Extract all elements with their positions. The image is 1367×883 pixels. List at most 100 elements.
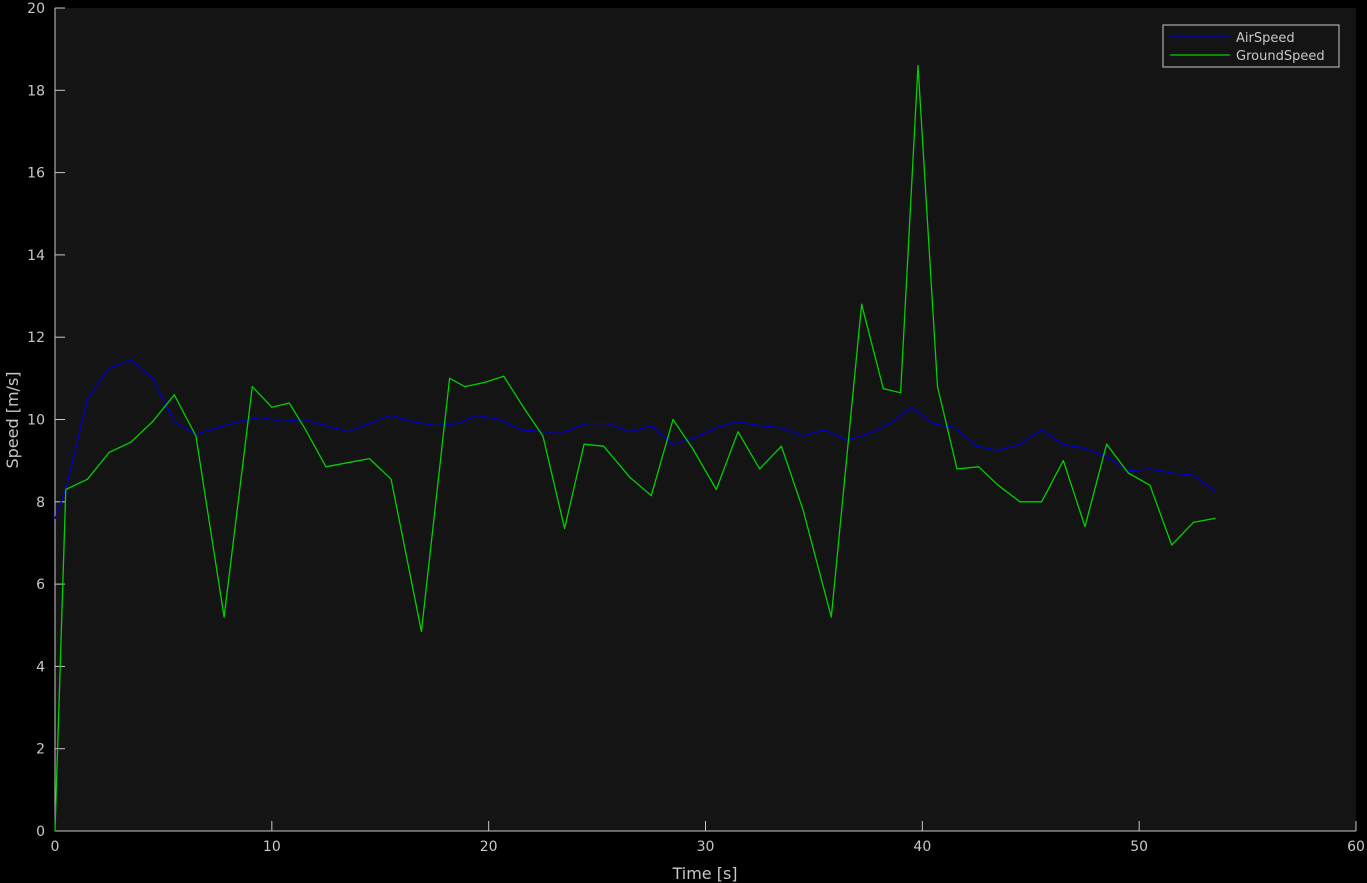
data-point-groundspeed — [956, 468, 958, 470]
data-point-airspeed — [130, 359, 132, 361]
data-point-groundspeed — [347, 462, 349, 464]
x-axis-label: Time [s] — [671, 864, 737, 883]
data-point-airspeed — [368, 423, 370, 425]
data-point-airspeed — [867, 433, 869, 435]
x-tick-label: 30 — [697, 839, 715, 855]
data-point-groundspeed — [603, 445, 605, 447]
data-point-groundspeed — [882, 388, 884, 390]
data-point-groundspeed — [1062, 460, 1064, 462]
data-point-airspeed — [737, 421, 739, 423]
data-point-groundspeed — [564, 527, 566, 530]
data-point-airspeed — [889, 423, 891, 425]
data-point-groundspeed — [1106, 443, 1108, 445]
data-point-groundspeed — [86, 478, 89, 480]
data-point-groundspeed — [368, 458, 370, 460]
data-point-airspeed — [824, 429, 826, 431]
data-point-groundspeed — [464, 386, 466, 388]
y-tick-label: 12 — [27, 330, 45, 346]
data-point-airspeed — [1062, 443, 1064, 445]
data-point-groundspeed — [691, 447, 694, 449]
data-point-airspeed — [303, 418, 305, 421]
data-point-groundspeed — [759, 468, 761, 470]
data-point-groundspeed — [629, 476, 631, 478]
data-point-groundspeed — [650, 495, 652, 497]
data-point-airspeed — [477, 414, 479, 416]
data-point-airspeed — [1127, 470, 1129, 472]
legend-label-groundspeed: GroundSpeed — [1236, 49, 1325, 64]
data-point-airspeed — [433, 425, 436, 427]
data-point-groundspeed — [483, 381, 485, 384]
data-point-airspeed — [715, 427, 717, 429]
data-point-groundspeed — [802, 509, 804, 511]
y-tick-label: 18 — [27, 83, 45, 99]
data-point-airspeed — [455, 423, 457, 425]
x-tick-label: 40 — [913, 839, 931, 855]
data-point-airspeed — [520, 429, 522, 431]
data-point-groundspeed — [223, 616, 225, 618]
y-tick-label: 20 — [27, 1, 45, 17]
data-point-groundspeed — [780, 445, 783, 447]
data-point-groundspeed — [390, 478, 392, 480]
data-point-airspeed — [1041, 429, 1043, 431]
data-point-groundspeed — [1041, 501, 1043, 503]
data-point-airspeed — [954, 427, 956, 429]
data-point-groundspeed — [251, 386, 253, 388]
data-point-airspeed — [759, 425, 761, 427]
data-point-airspeed — [347, 431, 349, 433]
data-point-airspeed — [173, 421, 175, 423]
y-tick-label: 8 — [36, 495, 45, 511]
data-point-airspeed — [282, 421, 284, 423]
data-point-airspeed — [672, 443, 674, 445]
data-point-airspeed — [1149, 468, 1151, 470]
data-point-groundspeed — [1019, 501, 1021, 503]
data-point-airspeed — [217, 427, 219, 429]
y-axis-label: Speed [m/s] — [3, 371, 22, 468]
data-point-groundspeed — [542, 435, 544, 437]
data-point-airspeed — [542, 431, 544, 433]
data-point-groundspeed — [271, 406, 273, 408]
data-point-groundspeed — [420, 630, 422, 633]
data-point-airspeed — [1106, 455, 1108, 458]
data-point-airspeed — [86, 398, 89, 400]
legend-box — [1162, 24, 1340, 68]
data-point-groundspeed — [130, 441, 132, 443]
data-point-airspeed — [412, 421, 414, 423]
data-point-groundspeed — [997, 484, 999, 486]
data-point-groundspeed — [195, 435, 197, 437]
x-tick-label: 0 — [51, 839, 60, 855]
data-point-airspeed — [997, 449, 999, 451]
data-point-groundspeed — [900, 392, 902, 394]
data-point-airspeed — [498, 418, 501, 421]
data-point-airspeed — [845, 439, 848, 441]
x-tick-label: 50 — [1130, 839, 1148, 855]
legend: AirSpeed GroundSpeed — [1162, 24, 1340, 68]
data-point-groundspeed — [861, 303, 863, 305]
data-point-groundspeed — [978, 466, 980, 468]
y-tick-label: 0 — [36, 824, 45, 840]
data-point-groundspeed — [830, 616, 832, 618]
data-point-groundspeed — [449, 377, 451, 379]
x-tick-label: 20 — [480, 839, 498, 855]
data-point-groundspeed — [288, 402, 290, 404]
data-points — [54, 65, 1216, 832]
legend-label-airspeed: AirSpeed — [1236, 31, 1295, 46]
data-point-airspeed — [650, 425, 652, 427]
data-point-groundspeed — [522, 406, 525, 408]
data-point-airspeed — [1214, 490, 1216, 493]
data-point-groundspeed — [152, 421, 154, 423]
data-point-groundspeed — [1214, 517, 1216, 519]
data-point-groundspeed — [54, 830, 56, 832]
data-point-groundspeed — [108, 451, 110, 453]
x-tick-label: 10 — [263, 839, 281, 855]
data-point-airspeed — [1019, 443, 1021, 445]
data-point-groundspeed — [936, 386, 939, 388]
data-point-airspeed — [390, 414, 392, 416]
data-point-groundspeed — [303, 427, 305, 429]
data-point-airspeed — [1192, 474, 1194, 476]
data-point-airspeed — [1084, 447, 1086, 449]
data-point-airspeed — [910, 406, 913, 408]
y-tick-label: 14 — [27, 248, 45, 264]
data-point-groundspeed — [917, 65, 919, 67]
